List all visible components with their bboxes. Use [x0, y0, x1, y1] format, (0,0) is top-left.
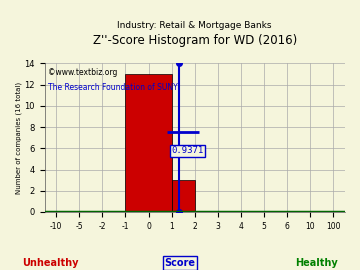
- Text: ©www.textbiz.org: ©www.textbiz.org: [48, 68, 117, 77]
- Bar: [172, 180, 195, 212]
- Text: Unhealthy: Unhealthy: [22, 258, 78, 268]
- Text: Industry: Retail & Mortgage Banks: Industry: Retail & Mortgage Banks: [117, 21, 272, 30]
- Text: The Research Foundation of SUNY: The Research Foundation of SUNY: [48, 83, 177, 92]
- Text: Healthy: Healthy: [296, 258, 338, 268]
- Title: Z''-Score Histogram for WD (2016): Z''-Score Histogram for WD (2016): [93, 34, 297, 47]
- Bar: [125, 74, 172, 212]
- Y-axis label: Number of companies (16 total): Number of companies (16 total): [15, 82, 22, 194]
- Text: 0.9371: 0.9371: [172, 146, 204, 155]
- Text: Score: Score: [165, 258, 195, 268]
